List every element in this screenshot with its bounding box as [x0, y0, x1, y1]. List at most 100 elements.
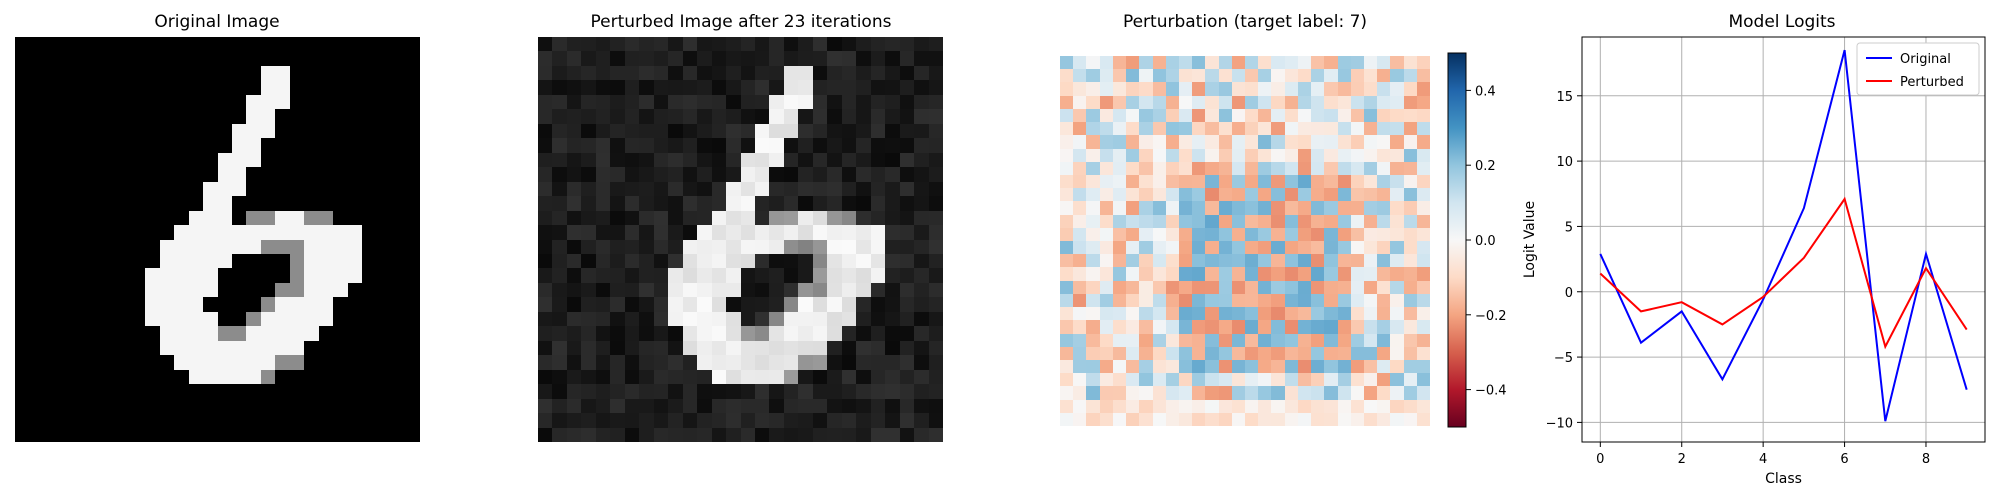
- original-pixel: [333, 253, 348, 269]
- original-pixel: [347, 253, 363, 269]
- perturbation-cell: [1205, 227, 1219, 241]
- original-pixel: [217, 326, 232, 341]
- perturbed-pixel: [899, 94, 915, 110]
- perturbation-cell: [1178, 69, 1193, 83]
- original-pixel: [275, 239, 290, 254]
- perturbed-pixel: [697, 326, 712, 341]
- original-pixel: [231, 355, 247, 370]
- perturbation-cell: [1337, 386, 1351, 400]
- perturbation-cell: [1258, 69, 1272, 83]
- original-pixel: [362, 384, 377, 399]
- perturbation-cell: [1271, 174, 1285, 189]
- perturbed-pixel: [754, 123, 770, 139]
- original-pixel: [391, 37, 406, 52]
- perturbation-cell: [1297, 122, 1312, 136]
- perturbed-pixel: [841, 297, 857, 312]
- original-pixel: [188, 384, 204, 399]
- original-pixel: [318, 369, 334, 385]
- perturbation-cell: [1271, 320, 1285, 334]
- original-pixel: [405, 196, 420, 211]
- perturbation-cell: [1099, 108, 1113, 123]
- original-pixel: [101, 311, 117, 327]
- perturbation-cell: [1403, 320, 1417, 334]
- perturbed-pixel: [769, 413, 784, 428]
- original-pixel: [145, 123, 160, 139]
- perturbed-pixel: [581, 282, 596, 298]
- original-pixel: [231, 239, 247, 254]
- perturbed-pixel: [914, 65, 929, 81]
- original-pixel: [130, 355, 146, 370]
- perturbed-pixel: [711, 413, 727, 428]
- original-pixel: [29, 181, 44, 197]
- original-pixel: [101, 355, 117, 370]
- perturbed-pixel: [885, 413, 900, 428]
- original-pixel: [347, 181, 363, 197]
- perturbed-pixel: [769, 80, 784, 95]
- perturbation-cell: [1073, 373, 1087, 387]
- perturbed-pixel: [841, 398, 857, 414]
- perturbed-pixel: [639, 65, 654, 81]
- original-pixel: [58, 427, 73, 442]
- perturbed-pixel: [812, 80, 828, 95]
- original-pixel: [405, 65, 420, 81]
- perturbation-cell: [1073, 135, 1087, 149]
- original-pixel: [347, 398, 363, 414]
- perturbed-pixel: [682, 152, 698, 168]
- perturbation-cell: [1324, 399, 1338, 413]
- perturbation-cell: [1403, 307, 1417, 321]
- original-pixel: [304, 123, 319, 139]
- perturbation-cell: [1218, 214, 1232, 228]
- perturbed-pixel: [885, 94, 900, 110]
- perturbation-cell: [1205, 108, 1219, 123]
- perturbation-cell: [1073, 95, 1087, 109]
- original-pixel: [333, 138, 348, 153]
- original-pixel: [304, 369, 319, 385]
- perturbation-cell: [1271, 359, 1285, 374]
- perturbed-pixel: [595, 427, 611, 442]
- perturbation-cell: [1416, 161, 1430, 175]
- original-pixel: [87, 210, 102, 226]
- perturbation-cell: [1284, 412, 1298, 426]
- original-pixel: [405, 340, 420, 356]
- perturbation-cell: [1258, 412, 1272, 426]
- perturbed-pixel: [668, 398, 683, 414]
- perturbation-cell: [1337, 188, 1351, 202]
- perturbed-pixel: [914, 311, 929, 327]
- perturbation-cell: [1218, 122, 1232, 136]
- original-pixel: [145, 398, 160, 414]
- perturbation-cell: [1337, 95, 1351, 109]
- perturbation-cell: [1271, 307, 1285, 321]
- perturbation-cell: [1126, 241, 1140, 255]
- logits-chart-title: Model Logits: [1728, 12, 1836, 32]
- perturbed-pixel: [899, 384, 915, 399]
- perturbed-pixel: [697, 427, 712, 442]
- perturbation-cell: [1086, 69, 1100, 83]
- original-pixel: [58, 355, 73, 370]
- original-pixel: [72, 326, 88, 341]
- perturbation-cell: [1377, 399, 1391, 413]
- perturbed-pixel: [769, 152, 784, 168]
- perturbation-cell: [1416, 82, 1430, 96]
- original-pixel: [87, 311, 102, 327]
- perturbed-pixel: [581, 413, 596, 428]
- original-pixel: [347, 109, 363, 124]
- perturbation-cell: [1377, 108, 1391, 123]
- perturbation-cell: [1178, 280, 1193, 294]
- perturbation-cell: [1258, 95, 1272, 109]
- perturbation-cell: [1390, 241, 1404, 255]
- perturbed-pixel: [769, 297, 784, 312]
- perturbed-pixel: [668, 326, 683, 341]
- perturbed-pixel: [754, 413, 770, 428]
- perturbation-cell: [1416, 95, 1430, 109]
- original-pixel: [203, 326, 218, 341]
- perturbed-pixel: [740, 210, 755, 226]
- original-pixel: [333, 311, 348, 327]
- original-pixel: [130, 427, 146, 442]
- perturbation-cell: [1126, 174, 1140, 189]
- perturbation-cell: [1377, 56, 1391, 70]
- perturbation-cell: [1258, 254, 1272, 268]
- perturbation-cell: [1178, 161, 1193, 175]
- original-pixel: [116, 427, 131, 442]
- perturbation-cell: [1350, 373, 1364, 387]
- perturbed-pixel: [697, 80, 712, 95]
